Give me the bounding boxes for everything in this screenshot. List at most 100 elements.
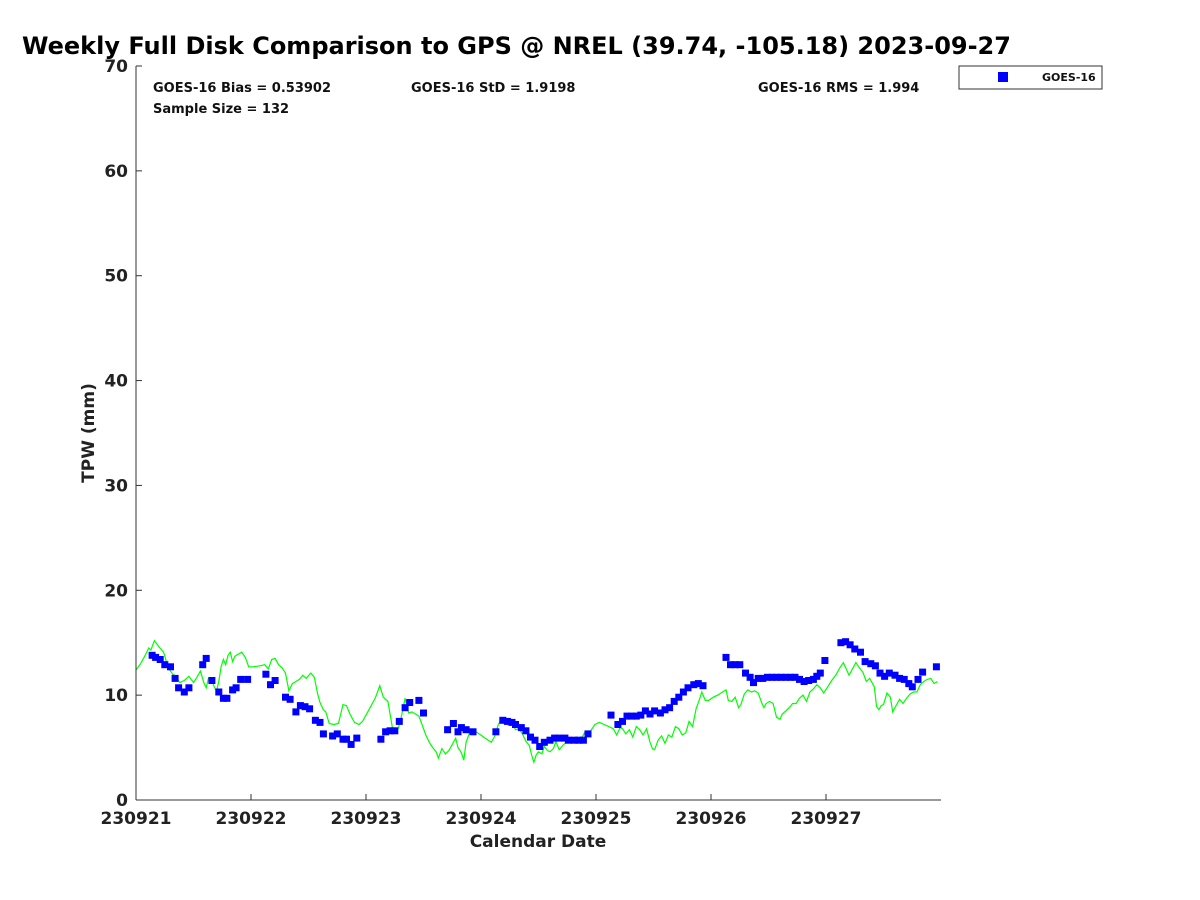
goes16-point xyxy=(503,717,511,725)
goes16-point xyxy=(919,668,927,676)
goes16-point xyxy=(637,711,645,719)
goes16-point xyxy=(551,734,559,742)
goes16-point xyxy=(857,648,864,656)
goes16-point xyxy=(449,720,457,727)
goes16-point xyxy=(619,717,626,725)
y-tick-label: 60 xyxy=(104,162,128,182)
goes16-point xyxy=(773,673,780,681)
goes16-point xyxy=(353,734,361,742)
goes16-point xyxy=(651,707,659,715)
goes16-point xyxy=(462,726,470,734)
goes16-point xyxy=(175,684,183,692)
goes16-point xyxy=(382,728,390,736)
goes16-point xyxy=(816,669,824,677)
goes16-point xyxy=(386,727,394,735)
goes16-point xyxy=(282,693,289,701)
goes16-point xyxy=(311,716,319,724)
goes16-point xyxy=(167,663,174,671)
goes16-point xyxy=(694,680,702,688)
goes16-point xyxy=(837,639,845,647)
goes16-point xyxy=(271,677,279,684)
goes16-point xyxy=(517,724,525,732)
y-axis-label: TPW (mm) xyxy=(79,383,99,483)
goes16-point xyxy=(791,673,799,681)
goes16-point xyxy=(690,681,698,689)
x-tick-label: 230921 xyxy=(101,809,172,829)
goes16-point xyxy=(656,709,664,717)
goes16-point xyxy=(908,683,916,691)
goes16-point xyxy=(932,663,940,671)
goes16-point xyxy=(851,645,859,653)
goes16-point xyxy=(406,699,414,706)
goes16-point xyxy=(540,738,548,746)
legend-label: GOES-16 xyxy=(1042,71,1096,84)
goes16-point xyxy=(208,677,216,684)
goes16-point xyxy=(699,682,707,690)
std-stat: GOES-16 StD = 1.9198 xyxy=(411,81,575,96)
goes16-point xyxy=(527,733,534,741)
goes16-point xyxy=(454,728,462,736)
goes16-point xyxy=(876,669,884,677)
goes16-point xyxy=(499,716,507,724)
goes16-point xyxy=(171,674,179,682)
goes16-point xyxy=(842,638,850,646)
goes16-point xyxy=(232,684,240,692)
goes16-point xyxy=(881,672,889,680)
goes16-point xyxy=(202,654,210,662)
x-tick-label: 230923 xyxy=(331,809,402,829)
goes16-point xyxy=(632,712,640,720)
goes16-point xyxy=(329,732,337,740)
goes16-point xyxy=(161,661,169,669)
goes16-point xyxy=(522,727,530,735)
goes16-point xyxy=(768,673,776,681)
goes16-point xyxy=(262,670,270,678)
goes16-point xyxy=(900,675,908,683)
goes16-point xyxy=(152,653,160,661)
goes16-point xyxy=(343,735,350,743)
goes16-point xyxy=(215,688,223,696)
goes16-point xyxy=(584,730,592,738)
goes16-point xyxy=(301,703,309,711)
goes16-point xyxy=(395,717,403,725)
goes16-point xyxy=(237,675,245,683)
goes16-point xyxy=(641,707,649,715)
goes16-point xyxy=(546,736,554,744)
goes16-point xyxy=(457,724,465,732)
goes16-point xyxy=(786,673,794,681)
goes16-point xyxy=(156,656,164,663)
goes16-point xyxy=(401,704,409,712)
goes16-point xyxy=(555,734,563,742)
goes16-point xyxy=(575,736,583,744)
goes16-point xyxy=(661,706,669,714)
goes16-point xyxy=(670,697,678,705)
goes16-point xyxy=(805,677,813,684)
goes16-point xyxy=(316,718,324,726)
legend-box xyxy=(958,65,1103,90)
goes16-point xyxy=(914,675,922,683)
goes16-point xyxy=(763,673,771,681)
goes16-point xyxy=(347,740,355,748)
y-tick-label: 0 xyxy=(116,791,128,811)
goes16-point xyxy=(531,736,539,744)
bias-stat: GOES-16 Bias = 0.53902 xyxy=(153,81,331,96)
goes16-point xyxy=(800,678,808,685)
legend: GOES-16 xyxy=(958,65,1103,90)
goes16-point xyxy=(646,710,654,718)
goes16-point xyxy=(885,669,893,677)
goes16-point xyxy=(306,705,314,713)
goes16-point xyxy=(536,743,544,750)
goes16-point xyxy=(666,704,674,712)
y-tick-label: 40 xyxy=(104,372,128,392)
legend-marker xyxy=(998,72,1008,82)
goes16-point xyxy=(333,730,341,738)
goes16-point xyxy=(267,681,274,689)
goes16-point xyxy=(564,736,572,744)
goes16-point xyxy=(891,671,899,679)
goes16-point xyxy=(867,660,875,668)
goes16-point xyxy=(754,674,762,682)
goes16-point xyxy=(607,711,615,719)
goes16-point xyxy=(292,708,300,716)
y-tick-label: 20 xyxy=(104,581,128,601)
goes16-point xyxy=(846,641,854,649)
